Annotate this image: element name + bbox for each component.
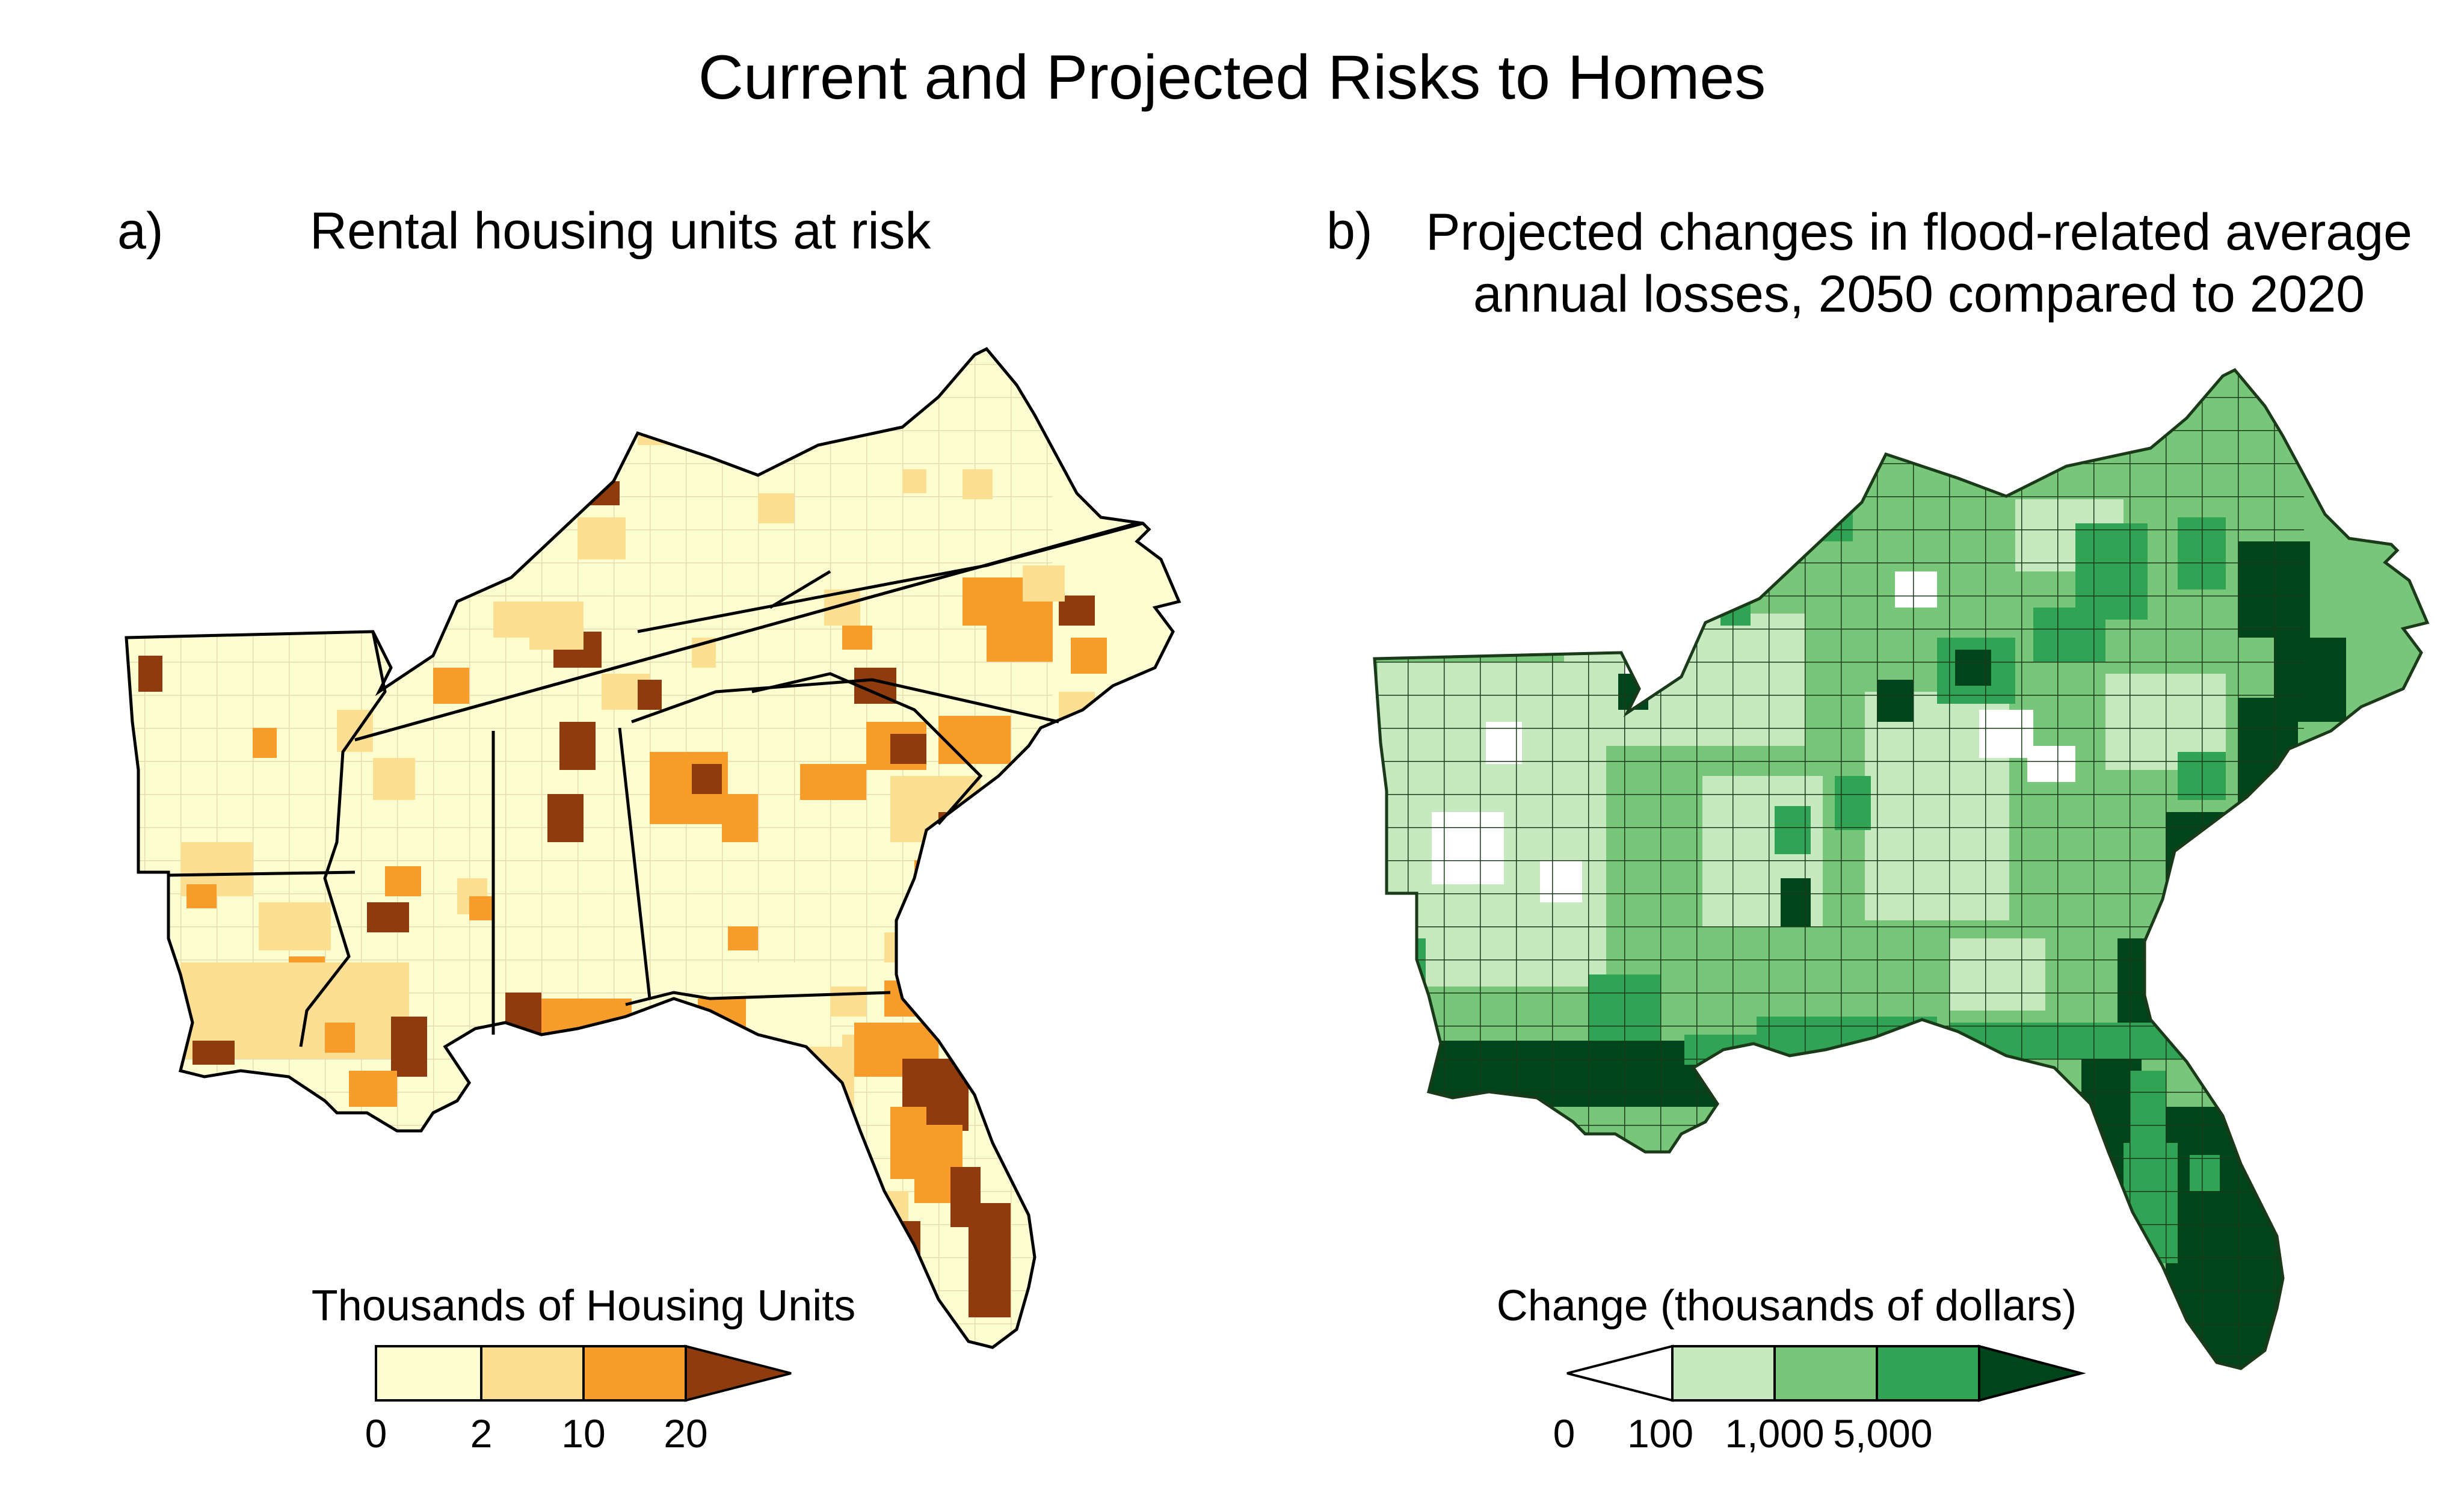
panel-b-title-line2: annual losses, 2050 compared to 2020 — [1473, 265, 2365, 324]
legend-b-bin-0 — [1566, 1344, 1674, 1402]
legend-b-tick-0: 0 — [1553, 1411, 1575, 1456]
panel-b-title: Projected changes in flood-related avera… — [1402, 202, 2436, 325]
legend-b-bin-2 — [1773, 1345, 1878, 1402]
panel-a-legend-bar — [375, 1344, 792, 1402]
legend-a-bin-3 — [685, 1344, 792, 1402]
panel-b-legend-bar — [1566, 1344, 2086, 1402]
panel-a-map — [120, 337, 1179, 1359]
legend-b-bin-3 — [1876, 1345, 1980, 1402]
panel-b-legend-title: Change (thousands of dollars) — [1496, 1282, 2077, 1330]
legend-b-bin-4 — [1978, 1344, 2086, 1402]
legend-a-bin-1 — [480, 1345, 585, 1402]
panel-a-title: Rental housing units at risk — [310, 202, 931, 260]
panel-b-title-line1: Projected changes in flood-related avera… — [1426, 203, 2412, 261]
legend-a-tick-0: 0 — [365, 1411, 387, 1456]
legend-a-tick-3: 20 — [664, 1411, 708, 1456]
legend-a-tick-2: 10 — [561, 1411, 606, 1456]
panel-b-map — [1366, 355, 2427, 1396]
figure-title: Current and Projected Risks to Homes — [698, 43, 1766, 112]
panel-a-state-boundaries — [168, 522, 1144, 1047]
legend-b-bin-1 — [1671, 1345, 1776, 1402]
legend-a-bin-0 — [375, 1345, 482, 1402]
legend-b-tick-3: 5,000 — [1833, 1411, 1933, 1456]
panel-b-label: b) — [1326, 202, 1373, 260]
legend-a-bin-2 — [582, 1345, 687, 1402]
legend-b-tick-2: 1,000 — [1725, 1411, 1825, 1456]
panel-a-legend-title: Thousands of Housing Units — [311, 1282, 856, 1330]
panel-a-label: a) — [117, 202, 164, 260]
legend-b-tick-1: 100 — [1627, 1411, 1694, 1456]
legend-a-tick-1: 2 — [470, 1411, 493, 1456]
